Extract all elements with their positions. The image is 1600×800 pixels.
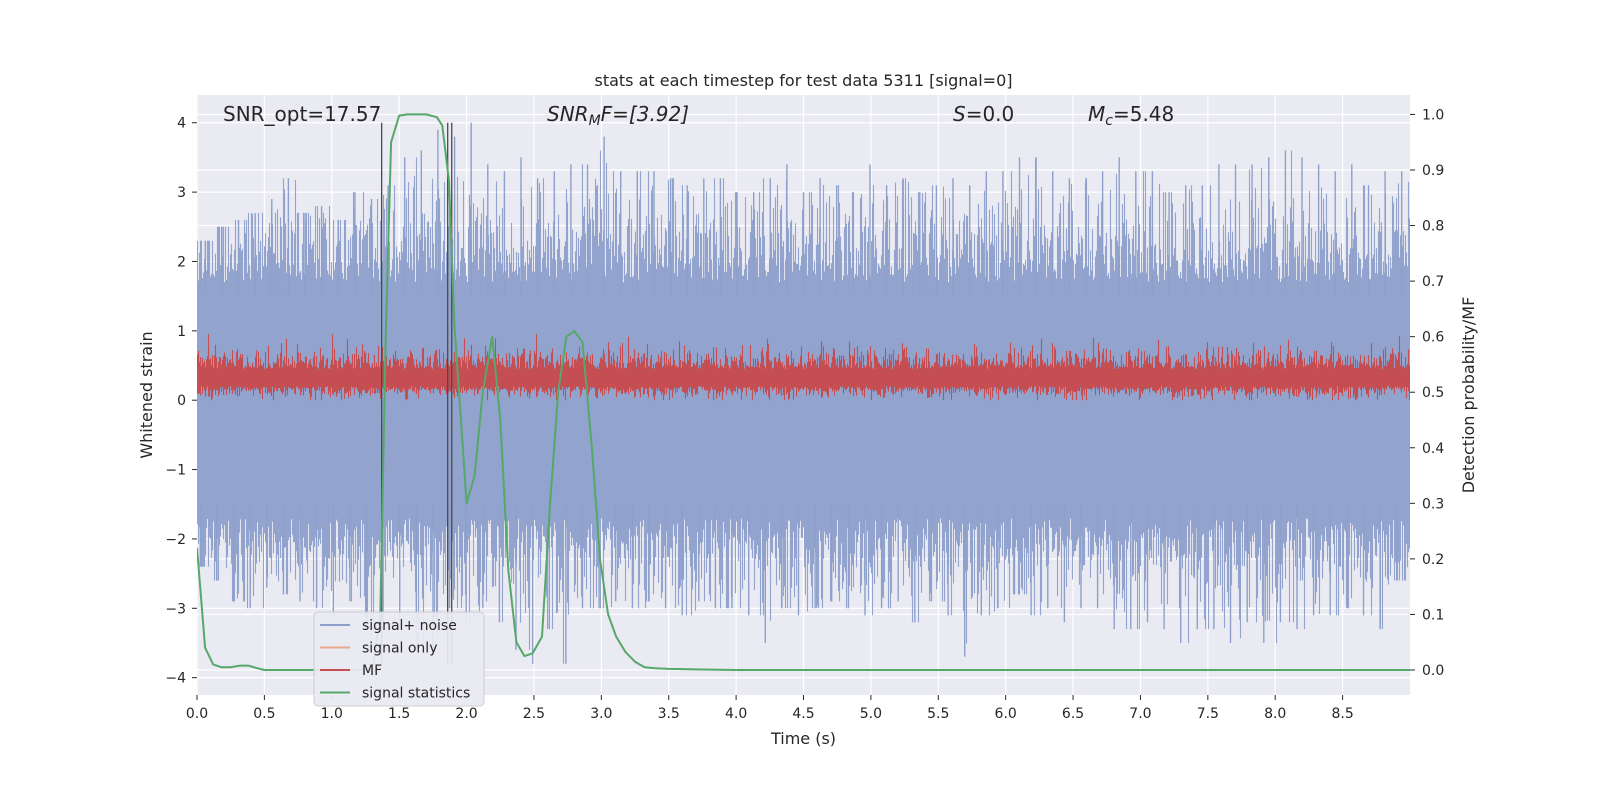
chart-title: stats at each timestep for test data 531…: [594, 71, 1012, 90]
x-tick-label: 2.5: [523, 706, 545, 722]
y-tick-label: 3: [177, 185, 186, 201]
annotation-mc-var: M: [1088, 102, 1105, 126]
x-tick-label: 5.5: [927, 706, 949, 722]
series-mf-body: [197, 334, 1410, 401]
y2-tick-label: 0.2: [1422, 552, 1444, 568]
y-tick-label: 2: [177, 254, 186, 270]
legend-label: signal+ noise: [362, 618, 457, 634]
x-tick-label: 8.5: [1331, 706, 1353, 722]
y2-tick-label: 1.0: [1422, 107, 1444, 123]
y2-tick-label: 0.6: [1422, 330, 1444, 346]
x-tick-label: 0.5: [253, 706, 275, 722]
y-tick-label: −2: [165, 532, 186, 548]
x-tick-label: 1.5: [388, 706, 410, 722]
y2-tick-label: 0.8: [1422, 219, 1444, 235]
x-tick-label: 2.0: [455, 706, 477, 722]
y2-tick-label: 0.0: [1422, 663, 1444, 679]
legend: signal+ noise signal only MF signal statist…: [313, 611, 485, 707]
annotation-mc-sub: c: [1105, 113, 1113, 129]
x-tick-label: 7.0: [1129, 706, 1151, 722]
legend-label: MF: [362, 663, 382, 679]
annotation-snr-opt: SNR_opt=17.57: [223, 102, 381, 126]
legend-box: [313, 611, 485, 707]
y-axis-label: Whitened strain: [137, 331, 156, 458]
y-tick-label: −1: [165, 463, 186, 479]
y2-tick-label: 0.1: [1422, 607, 1444, 623]
x-tick-label: 3.5: [658, 706, 680, 722]
series-mf: [197, 334, 1410, 401]
y-tick-label: 1: [177, 324, 186, 340]
x-tick-label: 7.5: [1197, 706, 1219, 722]
y2-tick-label: 0.4: [1422, 441, 1444, 457]
y-tick-label: 0: [177, 393, 186, 409]
y-tick-label: −4: [165, 671, 186, 687]
annotation-mc: Mc=5.48: [1088, 102, 1174, 129]
data-layer: [197, 113, 1410, 671]
y-tick-label: 4: [177, 116, 186, 132]
y2-tick-label: 0.9: [1422, 163, 1444, 179]
y-tick-label: −3: [165, 601, 186, 617]
annotation-s-var: S: [953, 102, 966, 126]
annotation-snr-mf-main: SNR: [547, 102, 589, 126]
axis-ticks: 0.0 0.5 1.0 1.5 2.0 2.5 3.0 3.5 4.0 4.5 5.0 5.5 6.0 6…: [165, 107, 1444, 722]
x-tick-label: 5.0: [860, 706, 882, 722]
annotation-snr-mf: SNRMF=[3.92]: [547, 102, 689, 129]
x-tick-label: 8.0: [1264, 706, 1286, 722]
y2-tick-label: 0.3: [1422, 496, 1444, 512]
series-signal-statistics: [197, 113, 1410, 671]
x-tick-label: 0.0: [186, 706, 208, 722]
annotation-snr-mf-sub: M: [589, 113, 601, 129]
annotation-s-val: =0.0: [966, 102, 1015, 126]
x-tick-label: 6.0: [995, 706, 1017, 722]
y2-tick-label: 0.5: [1422, 385, 1444, 401]
legend-label: signal statistics: [362, 686, 470, 702]
y2-tick-label: 0.7: [1422, 274, 1444, 290]
x-axis-label: Time (s): [770, 729, 836, 748]
x-tick-label: 3.0: [590, 706, 612, 722]
x-tick-label: 4.5: [792, 706, 814, 722]
x-tick-label: 1.0: [321, 706, 343, 722]
series-signal-statistics-line: [197, 113, 1410, 671]
x-tick-label: 6.5: [1062, 706, 1084, 722]
annotation-mc-val: =5.48: [1113, 102, 1174, 126]
y2-axis-label: Detection probability/MF: [1459, 297, 1478, 494]
legend-label: signal only: [362, 641, 437, 657]
series-signal-noise-spikes: [199, 122, 1403, 664]
annotation-snr-mf-rest: F=[3.92]: [601, 102, 689, 126]
x-tick-label: 4.0: [725, 706, 747, 722]
annotation-s: S=0.0: [953, 102, 1014, 126]
